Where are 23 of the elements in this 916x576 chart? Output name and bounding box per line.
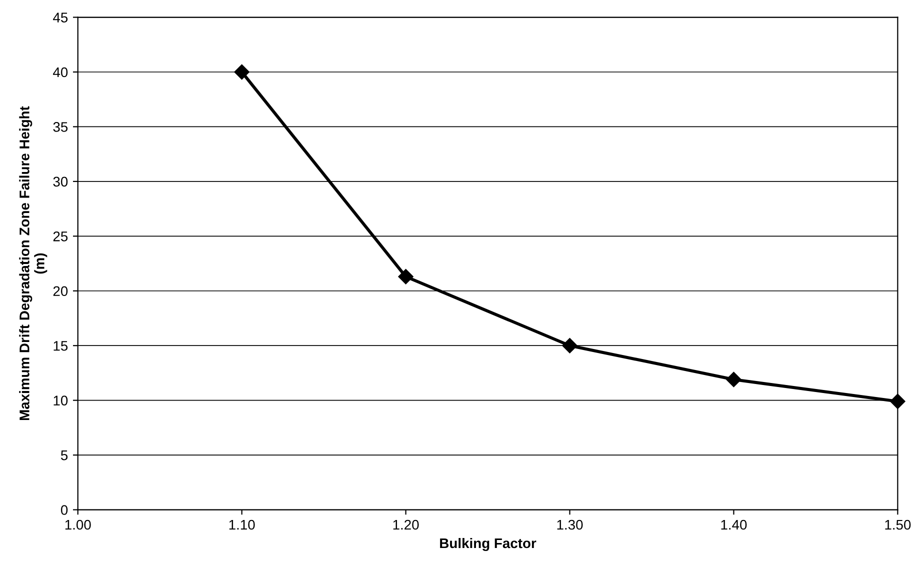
x-tick-label: 1.30: [557, 520, 583, 530]
y-tick-label: 15: [54, 341, 68, 351]
x-tick-label: 1.00: [65, 520, 91, 530]
y-tick-label: 0: [60, 505, 68, 515]
y-axis-title: Maximum Drift Degradation Zone Failure Height (m): [19, 106, 48, 420]
y-tick-label: 5: [60, 450, 68, 460]
x-tick-label: 1.50: [885, 520, 911, 530]
point: [562, 338, 578, 354]
point: [726, 372, 742, 388]
point: [398, 269, 414, 284]
y-tick-label: 35: [53, 122, 68, 132]
point: [234, 64, 250, 80]
y-tick-label: 45: [53, 12, 68, 22]
y-tick-label: 25: [53, 231, 68, 242]
x-tick-label: 1.20: [393, 520, 419, 530]
x-tick-label: 1.40: [721, 520, 747, 530]
y-tick-label: 40: [53, 67, 68, 78]
point: [890, 394, 906, 409]
x-axis-title: Bulking Factor: [440, 538, 536, 551]
y-tick-label: 10: [54, 396, 68, 406]
x-tick-label: 1.10: [229, 520, 255, 530]
y-tick-label: 20: [53, 286, 68, 296]
y-tick-label: 30: [53, 176, 68, 187]
